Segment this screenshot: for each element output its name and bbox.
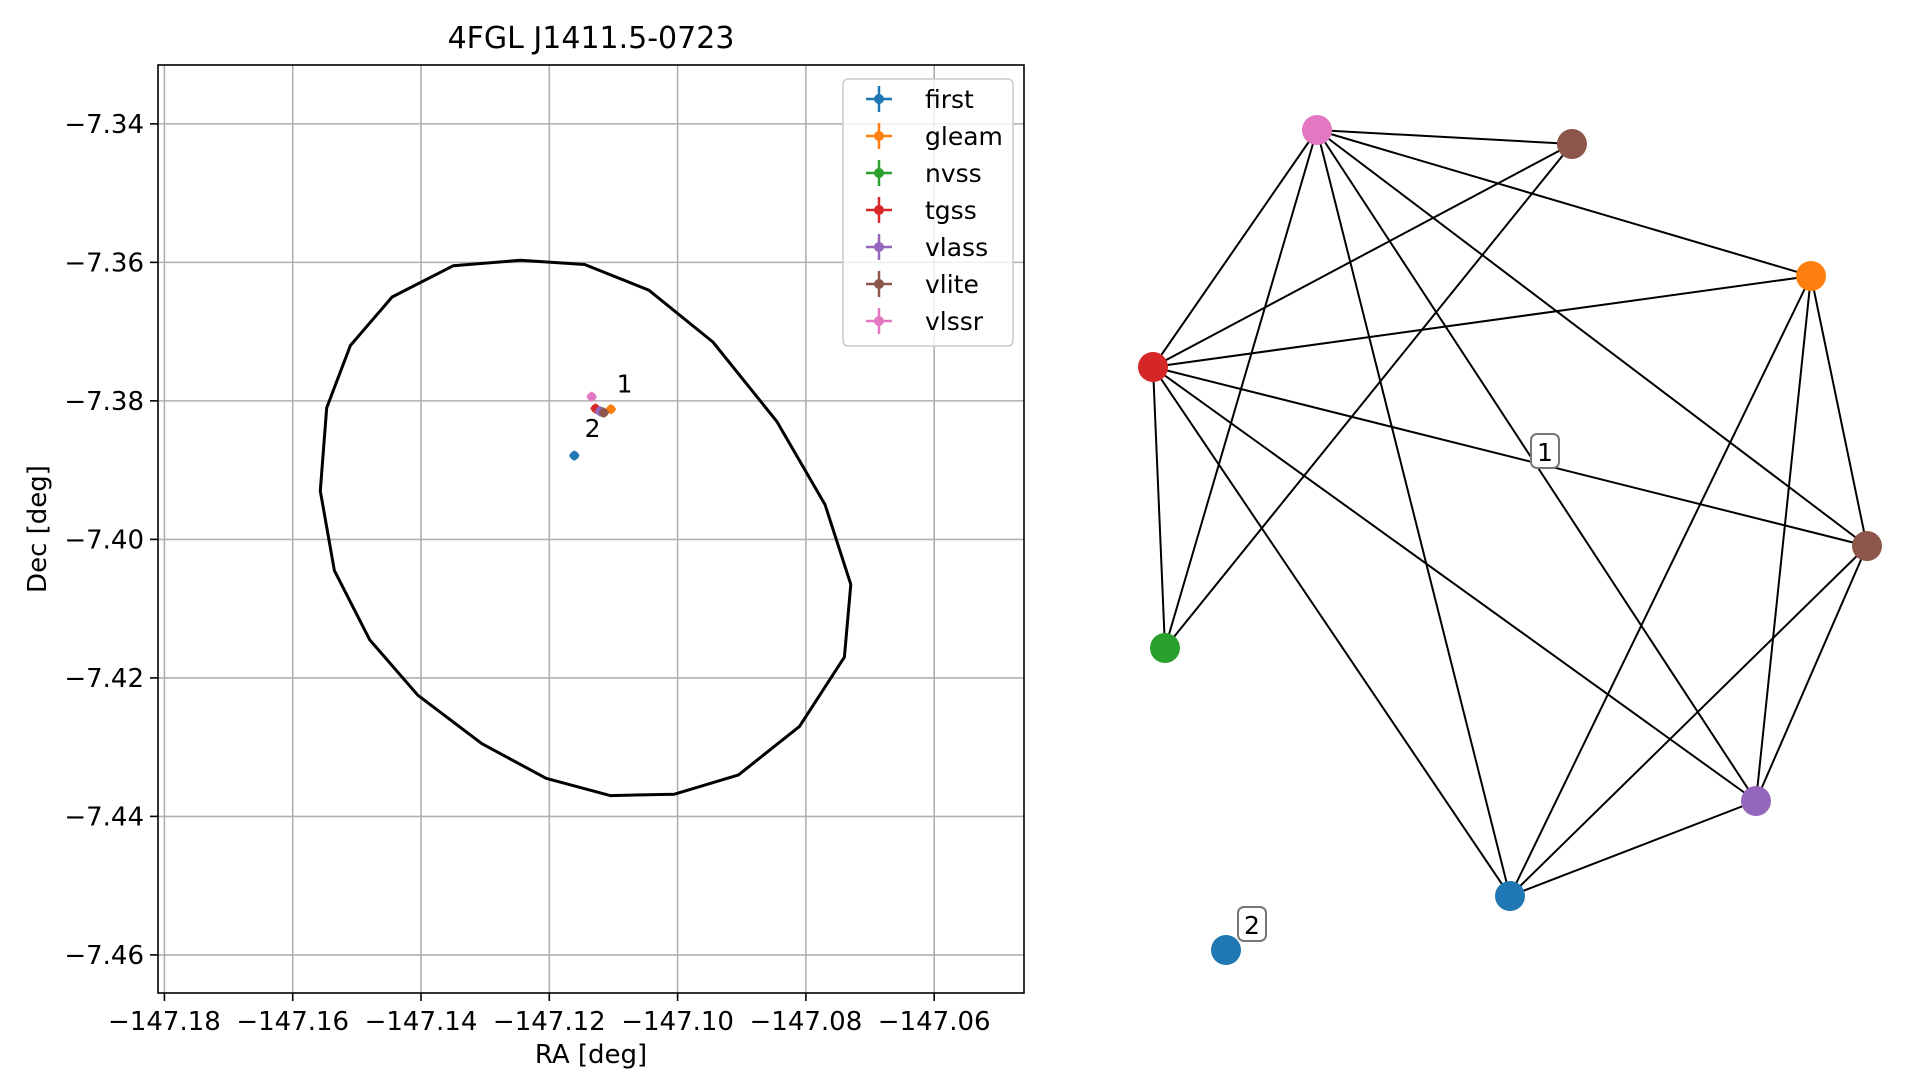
legend-item-nvss: nvss <box>866 159 982 188</box>
network-edge <box>1755 275 1812 802</box>
network-edge <box>1810 275 1868 547</box>
legend-marker <box>874 316 884 326</box>
point-marker-gleam <box>606 404 616 414</box>
source-points <box>569 391 616 461</box>
network-node-nvss <box>1150 633 1180 663</box>
legend-marker <box>874 131 884 141</box>
network-node-first_isolated <box>1211 935 1241 965</box>
legend-label: vlass <box>925 233 988 262</box>
legend-label: gleam <box>925 122 1003 151</box>
group-label: 1 <box>1530 433 1560 469</box>
point-annotations: 12 <box>585 370 633 443</box>
network-edge <box>1164 143 1573 649</box>
network-node-gleam <box>1796 261 1826 291</box>
y-tick-label: −7.42 <box>64 664 144 694</box>
x-axis-ticks: −147.18 −147.16 −147.14 −147.12 −147.10 −147.… <box>108 993 991 1037</box>
legend: first gleam nvss tgss vlass vlite vlssr <box>842 78 1014 347</box>
grid <box>158 65 1024 993</box>
x-tick-label: −147.14 <box>365 1007 478 1037</box>
x-axis-label: RA [deg] <box>535 1040 647 1070</box>
error-ellipse <box>318 258 853 798</box>
network-edge <box>1152 366 1511 897</box>
legend-label: vlssr <box>925 307 984 336</box>
network-edge <box>1316 129 1511 897</box>
network-edge <box>1509 545 1868 897</box>
network-node-first_center <box>1495 881 1525 911</box>
network-edge <box>1152 143 1573 368</box>
network-edge <box>1755 545 1868 802</box>
network-nodes <box>1138 115 1882 965</box>
legend-label: nvss <box>925 159 982 188</box>
legend-marker <box>874 205 884 215</box>
network-panel: 12 <box>1138 115 1882 965</box>
y-tick-label: −7.34 <box>64 110 144 140</box>
network-node-vlite_top <box>1557 129 1587 159</box>
network-node-tgss <box>1138 352 1168 382</box>
legend-item-vlssr: vlssr <box>866 307 984 336</box>
point-marker-vlssr <box>587 392 597 402</box>
network-edge <box>1152 366 1757 802</box>
error-ellipse-layer <box>318 258 853 798</box>
group-label-box <box>1237 906 1267 942</box>
point-marker-vlite <box>599 408 609 418</box>
network-edge <box>1152 366 1166 649</box>
x-tick-label: −147.16 <box>236 1007 349 1037</box>
y-tick-label: −7.46 <box>64 941 144 971</box>
point-marker-first <box>569 451 579 461</box>
point-first <box>569 450 580 461</box>
network-edge <box>1316 129 1868 547</box>
legend-marker <box>874 94 884 104</box>
legend-frame <box>842 78 1014 347</box>
network-node-vlssr <box>1302 115 1332 145</box>
group-labels: 12 <box>1237 433 1560 942</box>
group-label-text: 1 <box>1537 438 1553 467</box>
y-axis-ticks: −7.34 −7.36 −7.38 −7.40 −7.42 −7.44 −7.46 <box>64 110 158 971</box>
point-gleam <box>605 404 616 415</box>
x-tick-label: −147.08 <box>750 1007 863 1037</box>
scatter-panel: 4FGL J1411.5-0723 12 −147.18 −147.16 −147.… <box>23 21 1025 1070</box>
legend-item-gleam: gleam <box>866 122 1003 151</box>
network-edge <box>1152 366 1868 547</box>
point-vlssr <box>586 391 597 402</box>
legend-label: vlite <box>925 270 979 299</box>
network-node-vlass <box>1741 786 1771 816</box>
point-vlite <box>598 407 609 418</box>
point-annotation: 1 <box>617 370 633 399</box>
y-tick-label: −7.36 <box>64 248 144 278</box>
network-edge <box>1152 129 1318 368</box>
x-tick-label: −147.10 <box>621 1007 734 1037</box>
legend-marker <box>874 168 884 178</box>
network-node-vlite_right <box>1852 531 1882 561</box>
legend-label: tgss <box>925 196 977 225</box>
legend-item-vlite: vlite <box>866 270 979 299</box>
group-label-box <box>1530 433 1560 469</box>
group-label: 2 <box>1237 906 1267 942</box>
point-annotation: 2 <box>585 414 601 443</box>
network-edge <box>1152 275 1812 368</box>
plot-frame <box>157 64 1025 994</box>
network-edge <box>1509 275 1812 897</box>
network-edges <box>1152 129 1868 897</box>
legend-marker <box>874 279 884 289</box>
x-tick-label: −147.18 <box>108 1007 221 1037</box>
y-tick-label: −7.38 <box>64 387 144 417</box>
y-tick-label: −7.44 <box>64 802 144 832</box>
network-edge <box>1509 800 1757 897</box>
y-axis-label: Dec [deg] <box>23 465 53 593</box>
x-tick-label: −147.06 <box>878 1007 991 1037</box>
x-tick-label: −147.12 <box>493 1007 606 1037</box>
y-tick-label: −7.40 <box>64 525 144 555</box>
network-edge <box>1316 129 1573 145</box>
network-edge <box>1316 129 1812 277</box>
legend-item-tgss: tgss <box>866 196 977 225</box>
legend-label: first <box>925 85 974 114</box>
legend-item-vlass: vlass <box>866 233 988 262</box>
legend-item-first: first <box>866 85 974 114</box>
chart-title: 4FGL J1411.5-0723 <box>448 21 735 56</box>
group-label-text: 2 <box>1244 911 1260 940</box>
legend-marker <box>874 242 884 252</box>
